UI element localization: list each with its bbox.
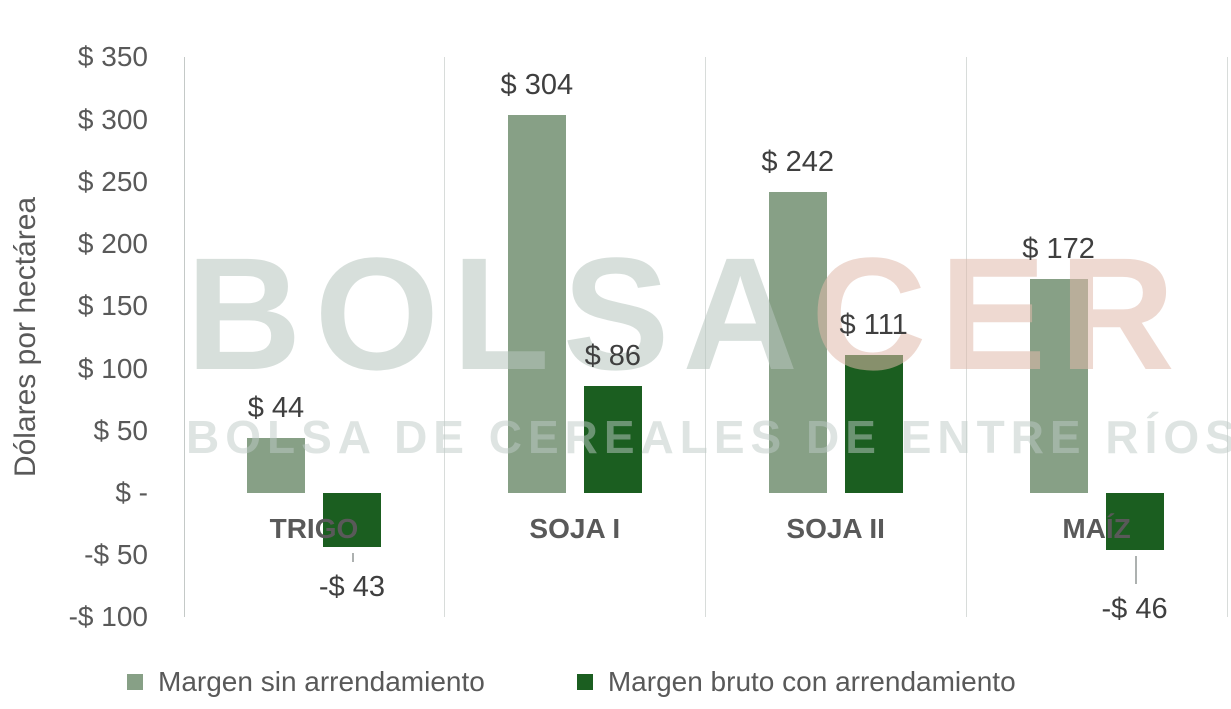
bar-margen-con-arrendamiento	[1105, 493, 1164, 551]
bar-margen-sin-arrendamiento	[1029, 278, 1088, 493]
bar-margen-sin-arrendamiento	[507, 114, 566, 493]
category-label: SOJA II	[786, 513, 885, 544]
y-axis-tick-label: $ 200	[77, 228, 148, 260]
bar-value-label: -$ 46	[1101, 593, 1168, 626]
y-axis-tick-label: $ 250	[77, 165, 148, 197]
value-callout-line	[1134, 556, 1137, 585]
legend-swatch	[127, 674, 143, 690]
bar-value-label: $ 172	[1022, 232, 1095, 265]
legend-swatch	[576, 674, 593, 690]
bar-margen-sin-arrendamiento	[768, 191, 827, 493]
category-gridline	[705, 57, 707, 617]
y-axis-tick-label: $ 100	[77, 352, 148, 384]
bar-value-label: $ 242	[761, 145, 834, 178]
y-axis-tick-label: $ 350	[77, 41, 148, 73]
y-axis-tick-label: $ 50	[93, 414, 149, 446]
bar-value-label: $ 111	[839, 308, 908, 341]
y-axis-tick-label: $ 300	[77, 103, 148, 135]
legend: Margen sin arrendamiento Margen bruto con…	[127, 666, 1016, 698]
legend-label: Margen sin arrendamiento	[158, 666, 485, 697]
legend-label: Margen bruto con arrendamiento	[607, 666, 1016, 697]
bar-value-label: -$ 43	[318, 570, 385, 603]
bar-margen-con-arrendamiento	[844, 354, 903, 493]
y-axis-tick-label: -$ 100	[68, 601, 148, 633]
legend-item: Margen sin arrendamiento	[127, 666, 485, 698]
category-label: SOJA I	[529, 513, 621, 544]
y-axis-line	[183, 57, 185, 617]
bar-value-label: $ 44	[247, 392, 305, 425]
category-gridline	[1227, 57, 1228, 617]
legend-item: Margen bruto con arrendamiento	[576, 666, 1016, 698]
bar-margen-sin-arrendamiento	[246, 438, 305, 493]
bar-margen-con-arrendamiento	[583, 385, 642, 493]
bar-value-label: $ 304	[500, 68, 574, 101]
bar-margen-con-arrendamiento	[322, 493, 381, 547]
category-gridline	[966, 57, 968, 617]
y-axis-tick-label: $ 150	[77, 290, 148, 322]
bar-value-label: $ 86	[584, 339, 642, 372]
category-label: MAÍZ	[1062, 513, 1131, 544]
y-axis-tick-label: $ -	[115, 477, 148, 508]
category-label: TRIGO	[269, 513, 359, 544]
value-callout-line	[351, 552, 354, 562]
category-gridline	[444, 57, 446, 617]
y-axis-tick-label: -$ 50	[84, 539, 148, 571]
